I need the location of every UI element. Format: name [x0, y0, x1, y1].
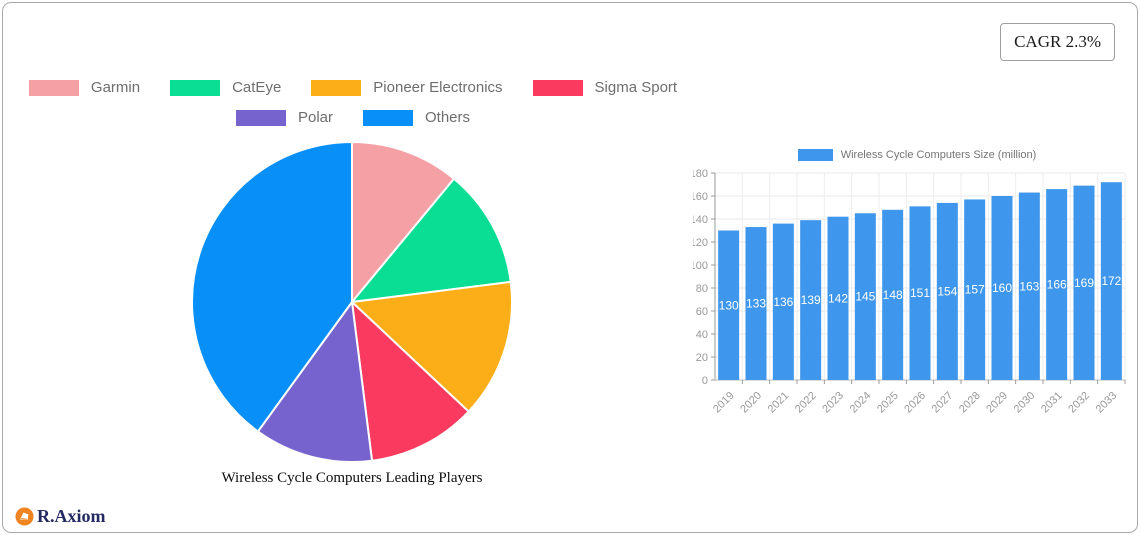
cagr-badge: CAGR 2.3% — [1000, 23, 1115, 61]
pie-slice-garmin[interactable] — [351, 141, 455, 303]
y-tick-label: 0 — [702, 375, 708, 387]
bar-value-label: 148 — [883, 288, 903, 302]
bar-2027[interactable] — [936, 202, 958, 380]
pie-chart — [189, 139, 515, 465]
logo-icon — [15, 507, 34, 526]
x-tick-label: 2019 — [711, 390, 737, 416]
bar-value-label: 160 — [992, 281, 1012, 295]
legend-swatch — [235, 109, 286, 126]
legend-item-label: Pioneer Electronics — [373, 79, 503, 96]
pie-slice-others[interactable] — [191, 141, 353, 433]
x-tick-label: 2021 — [766, 390, 792, 416]
y-tick-label: 160 — [693, 191, 708, 203]
bar-value-label: 139 — [801, 293, 821, 307]
bar-value-label: 166 — [1047, 278, 1067, 292]
bar-2025[interactable] — [882, 209, 904, 380]
legend-item-cateye[interactable]: CatEye — [170, 79, 281, 96]
legend-item-pioneer-electronics[interactable]: Pioneer Electronics — [311, 79, 503, 96]
bar-2020[interactable] — [745, 227, 767, 380]
pie-legend: Garmin CatEye Pioneer Electronics Sigma Spo… — [3, 79, 703, 126]
pie-slice-cateye[interactable] — [351, 177, 512, 303]
x-tick-label: 2026 — [902, 390, 928, 416]
x-tick-label: 2024 — [848, 390, 874, 416]
y-tick-label: 120 — [693, 237, 708, 249]
x-tick-label: 2022 — [793, 390, 819, 416]
pie-slice-sigma-sport[interactable] — [351, 301, 470, 462]
y-tick-label: 140 — [693, 214, 708, 226]
bar-value-label: 169 — [1074, 276, 1094, 290]
bar-value-label: 130 — [719, 298, 739, 312]
bar-value-label: 154 — [937, 284, 957, 298]
x-tick-label: 2031 — [1039, 390, 1065, 416]
bar-2032[interactable] — [1073, 185, 1095, 380]
bar-value-label: 163 — [1019, 279, 1039, 293]
bar-value-label: 151 — [910, 286, 930, 300]
y-tick-label: 60 — [696, 306, 708, 318]
bar-value-label: 136 — [773, 295, 793, 309]
x-tick-label: 2027 — [930, 390, 956, 416]
bar-2030[interactable] — [1018, 192, 1040, 380]
bar-legend-label: Wireless Cycle Computers Size (million) — [840, 149, 1037, 161]
legend-item-sigma-sport[interactable]: Sigma Sport — [532, 79, 678, 96]
legend-item-polar[interactable]: Polar — [235, 109, 333, 126]
bar-chart: Wireless Cycle Computers Size (million) … — [693, 143, 1140, 433]
pie-chart-title: Wireless Cycle Computers Leading Players — [221, 470, 483, 486]
legend-swatch — [311, 79, 362, 96]
brand-logo: R.Axiom — [15, 506, 106, 527]
legend-item-label: Garmin — [90, 79, 141, 96]
bar-2022[interactable] — [800, 220, 822, 380]
bar-value-label: 145 — [855, 290, 875, 304]
bar-2028[interactable] — [964, 199, 986, 380]
legend-item-label: CatEye — [232, 79, 282, 96]
x-tick-label: 2023 — [820, 390, 846, 416]
bar-2033[interactable] — [1100, 182, 1122, 380]
x-tick-label: 2030 — [1012, 390, 1038, 416]
logo-text: R.Axiom — [37, 506, 106, 526]
y-tick-label: 80 — [696, 283, 708, 295]
x-tick-label: 2029 — [984, 390, 1010, 416]
pie-slice-polar[interactable] — [256, 301, 374, 464]
legend-item-garmin[interactable]: Garmin — [28, 79, 141, 96]
bar-chart-legend[interactable]: Wireless Cycle Computers Size (million) — [693, 143, 1140, 167]
bar-legend-swatch — [797, 149, 833, 161]
legend-swatch — [363, 109, 413, 126]
legend-row: Garmin CatEye Pioneer Electronics Sigma Spo… — [3, 79, 703, 96]
bar-value-label: 157 — [965, 283, 985, 297]
legend-item-label: Others — [425, 109, 471, 126]
bar-value-label: 172 — [1101, 274, 1121, 288]
bar-2023[interactable] — [827, 216, 849, 380]
x-tick-label: 2025 — [875, 390, 901, 416]
legend-item-label: Sigma Sport — [594, 79, 678, 96]
legend-item-label: Polar — [297, 109, 333, 126]
bar-2029[interactable] — [991, 196, 1013, 380]
bar-2026[interactable] — [909, 206, 931, 380]
x-tick-label: 2032 — [1066, 390, 1092, 416]
legend-item-others[interactable]: Others — [363, 109, 470, 126]
y-tick-label: 20 — [696, 352, 708, 364]
legend-row: Polar Others — [3, 109, 703, 126]
bar-value-label: 133 — [746, 297, 766, 311]
y-tick-label: 180 — [693, 168, 708, 180]
pie-slice-pioneer-electronics[interactable] — [351, 280, 514, 413]
bar-2024[interactable] — [854, 213, 876, 380]
bar-2031[interactable] — [1046, 189, 1068, 380]
bar-value-label: 142 — [828, 291, 848, 305]
x-tick-label: 2020 — [738, 390, 764, 416]
x-tick-label: 2033 — [1094, 390, 1120, 416]
bar-2021[interactable] — [772, 223, 794, 380]
bar-2019[interactable] — [718, 230, 740, 381]
legend-swatch — [170, 79, 221, 96]
y-tick-label: 40 — [696, 329, 708, 341]
legend-swatch — [28, 79, 79, 96]
y-tick-label: 100 — [693, 260, 708, 272]
x-tick-label: 2028 — [957, 390, 983, 416]
legend-swatch — [532, 79, 583, 96]
